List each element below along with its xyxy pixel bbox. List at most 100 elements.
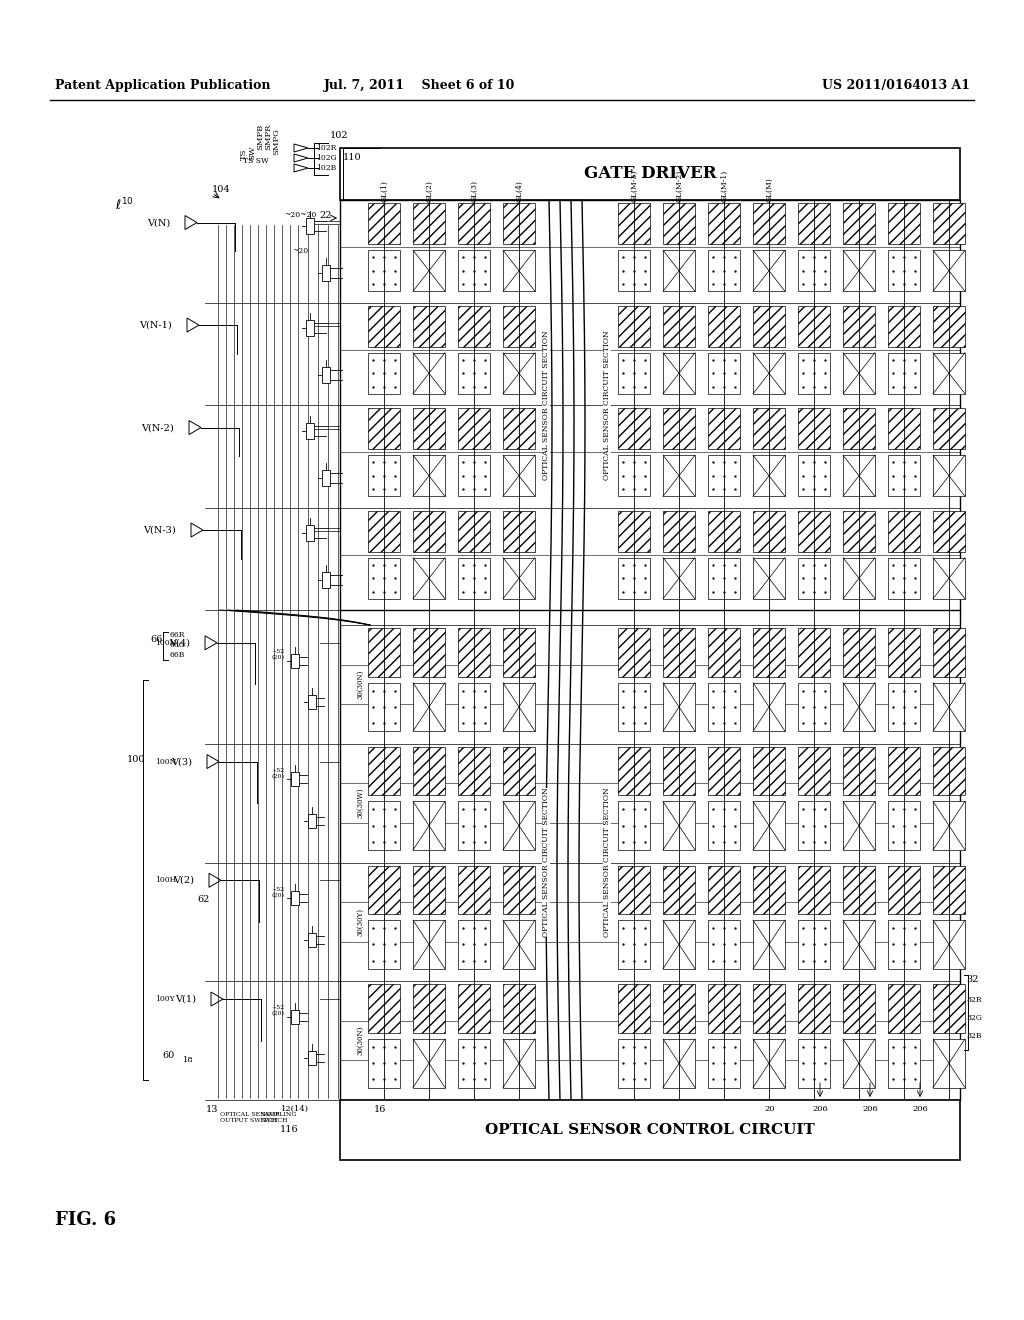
Bar [663,801,695,850]
Text: GL(M-3): GL(M-3) [630,170,638,202]
Text: GL(M-2): GL(M-2) [675,170,683,202]
Text: 30(30N): 30(30N) [356,1026,364,1055]
Bar [753,682,785,731]
Text: 206: 206 [862,1105,878,1113]
Bar [503,682,535,731]
Bar [458,985,490,1032]
Text: OPTICAL SENSOR
OUTPUT SWITCH: OPTICAL SENSOR OUTPUT SWITCH [220,1111,280,1123]
Text: $\ell^{10}$: $\ell^{10}$ [115,197,134,214]
Bar [663,920,695,969]
Bar [458,866,490,915]
Text: 102G: 102G [316,154,337,162]
Bar [888,682,920,731]
Bar [503,352,535,393]
Bar [933,628,965,677]
Bar [458,408,490,449]
Bar [753,251,785,292]
Text: V(N-2): V(N-2) [141,422,174,432]
Bar [888,1039,920,1088]
Bar [413,985,445,1032]
Bar [368,511,400,552]
Bar [663,747,695,796]
Bar [708,866,740,915]
Bar [413,408,445,449]
Bar [798,511,830,552]
Bar [933,866,965,915]
Bar [413,511,445,552]
Text: 12(14): 12(14) [281,1105,309,1113]
Bar [888,305,920,347]
Bar [933,747,965,796]
Bar [798,682,830,731]
Text: 100N: 100N [155,758,176,766]
Text: 60: 60 [163,1051,175,1060]
Bar [888,352,920,393]
Bar [933,985,965,1032]
Bar [708,251,740,292]
Bar [368,920,400,969]
Bar [753,628,785,677]
Bar [368,1039,400,1088]
Bar [322,367,330,383]
Bar [322,573,330,589]
Text: 66G: 66G [170,642,185,649]
Bar [798,251,830,292]
Bar [368,801,400,850]
Bar [798,305,830,347]
Bar [933,511,965,552]
Text: 100: 100 [127,755,145,764]
Bar [753,866,785,915]
Bar [663,203,695,244]
Bar [618,682,650,731]
Text: 66R: 66R [170,631,185,639]
Bar [618,455,650,496]
Bar [308,1052,316,1065]
Bar [413,801,445,850]
Bar [798,408,830,449]
Bar [933,305,965,347]
Bar [618,628,650,677]
Bar [843,866,874,915]
Bar [368,628,400,677]
Bar [618,866,650,915]
Bar [843,628,874,677]
Bar [888,747,920,796]
Bar [843,747,874,796]
Bar [413,1039,445,1088]
Bar [663,352,695,393]
Text: 100N: 100N [155,639,176,647]
Bar [663,557,695,599]
Text: ~52
(20): ~52 (20) [271,1006,285,1016]
Bar [618,557,650,599]
Text: 66B: 66B [170,651,185,659]
Bar [708,408,740,449]
Text: V(3): V(3) [171,758,193,766]
Bar [368,203,400,244]
Bar [458,251,490,292]
Bar [663,628,695,677]
Bar [322,470,330,486]
Bar [618,203,650,244]
Bar [708,985,740,1032]
Text: 62: 62 [198,895,210,904]
Bar [708,203,740,244]
Bar [368,305,400,347]
Bar [306,218,314,234]
Text: ~52
(20): ~52 (20) [271,887,285,898]
Text: 116: 116 [280,1125,299,1134]
Bar [368,455,400,496]
Text: 104: 104 [212,186,230,194]
Bar [503,747,535,796]
Bar [843,985,874,1032]
Text: OPTICAL SENSOR CIRCUIT SECTION: OPTICAL SENSOR CIRCUIT SECTION [542,788,550,937]
Text: ~52
(20): ~52 (20) [271,649,285,660]
Text: GL(2): GL(2) [425,180,433,202]
Bar [708,747,740,796]
Bar [322,265,330,281]
Text: TS SW: TS SW [243,157,269,165]
Bar [308,933,316,946]
Bar [618,251,650,292]
Bar [663,511,695,552]
Text: TS: TS [240,149,248,160]
Bar [458,628,490,677]
